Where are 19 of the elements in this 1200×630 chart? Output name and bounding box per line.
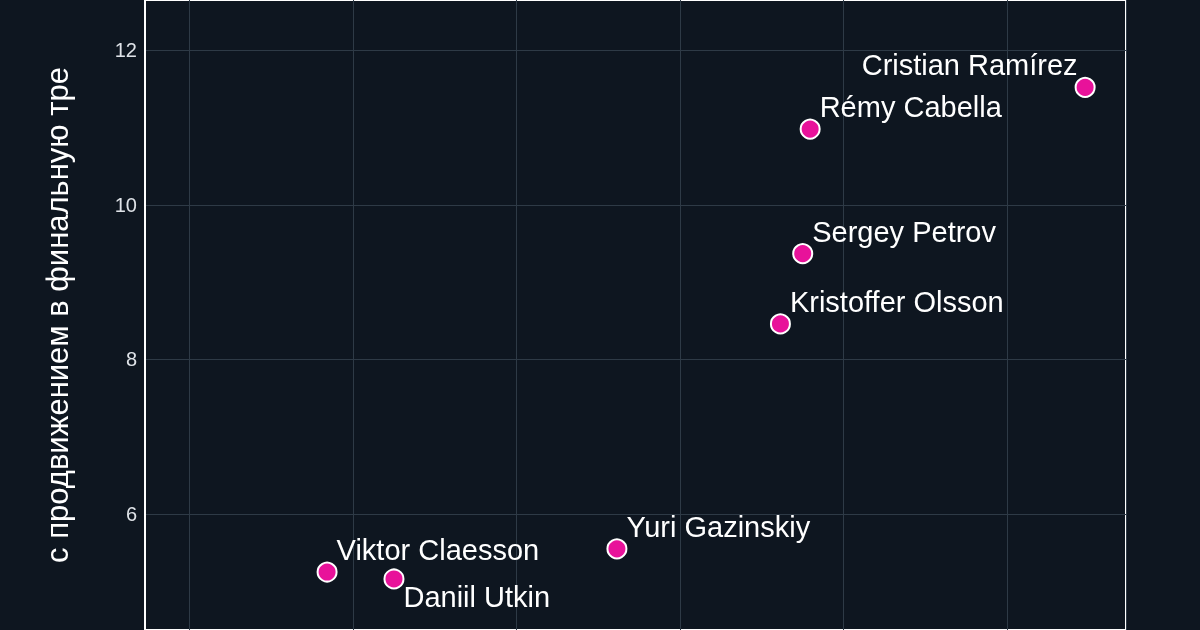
point (769, 313, 791, 335)
annotation: Kristoffer Olsson (789, 285, 1004, 318)
point (1074, 76, 1096, 98)
point (316, 561, 338, 583)
point (792, 243, 814, 265)
point (799, 118, 821, 140)
annotation: Sergey Petrov (812, 215, 997, 248)
point (383, 568, 405, 590)
annotation: Daniil Utkin (403, 580, 551, 613)
annotation: Yuri Gazinskiy (626, 510, 811, 543)
annotation: Cristian Ramírez (861, 49, 1078, 82)
y-axis-title: с продвижением в финальную тре (40, 67, 75, 563)
y-tick-label: 6 (125, 503, 137, 526)
y-tick-label: 10 (114, 193, 137, 216)
annotation: Rémy Cabella (819, 91, 1003, 124)
point (606, 538, 628, 560)
annotation: Viktor Claesson (336, 534, 540, 567)
y-tick-label: 8 (125, 348, 137, 371)
y-tick-label: 12 (114, 39, 137, 62)
